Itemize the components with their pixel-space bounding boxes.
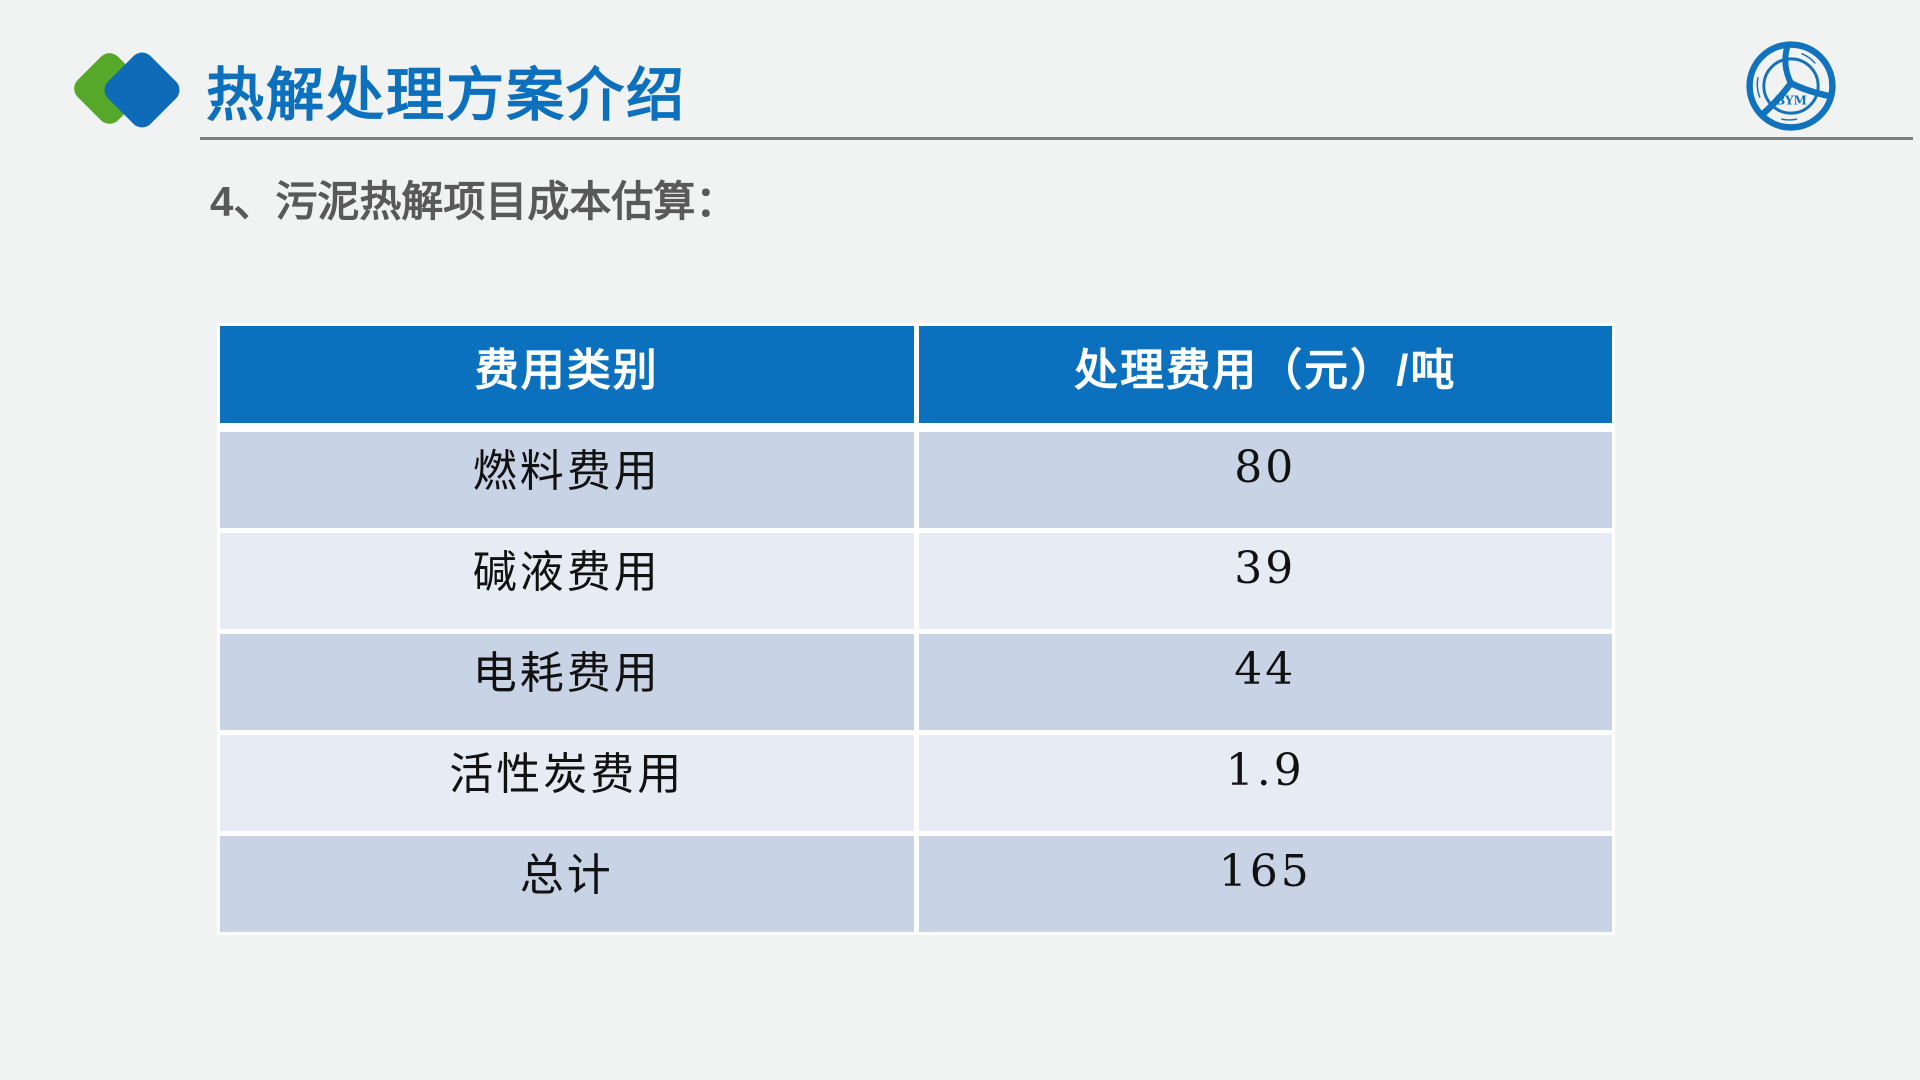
cell-value: 39 bbox=[918, 533, 1612, 629]
cost-table: 费用类别 处理费用（元）/吨 燃料费用 80 碱液费用 39 电耗费用 44 活… bbox=[217, 323, 1615, 935]
bym-logo-icon: BYM bbox=[1746, 41, 1836, 131]
cell-category: 燃料费用 bbox=[220, 432, 914, 528]
cell-category: 碱液费用 bbox=[220, 533, 914, 629]
section-heading: 4、污泥热解项目成本估算： bbox=[210, 178, 738, 225]
table-row: 总计 165 bbox=[220, 836, 1612, 932]
page-title: 热解处理方案介绍 bbox=[206, 63, 687, 128]
cell-category: 电耗费用 bbox=[220, 634, 914, 730]
bym-logo-text: BYM bbox=[1775, 93, 1807, 107]
cell-value: 1.9 bbox=[918, 735, 1612, 831]
cell-value: 44 bbox=[918, 634, 1612, 730]
column-header-cost: 处理费用（元）/吨 bbox=[918, 326, 1612, 423]
cell-value: 80 bbox=[918, 432, 1612, 528]
cell-category: 活性炭费用 bbox=[220, 735, 914, 831]
table-row: 电耗费用 44 bbox=[220, 634, 1612, 730]
table-body: 燃料费用 80 碱液费用 39 电耗费用 44 活性炭费用 1.9 总计 165 bbox=[220, 432, 1612, 932]
column-header-category: 费用类别 bbox=[220, 326, 914, 423]
table-row: 活性炭费用 1.9 bbox=[220, 735, 1612, 831]
table-row: 燃料费用 80 bbox=[220, 432, 1612, 528]
cell-category: 总计 bbox=[220, 836, 914, 932]
cell-value: 165 bbox=[918, 836, 1612, 932]
table-row: 碱液费用 39 bbox=[220, 533, 1612, 629]
table-header-row: 费用类别 处理费用（元）/吨 bbox=[220, 326, 1612, 423]
header-divider-line bbox=[200, 137, 1913, 140]
